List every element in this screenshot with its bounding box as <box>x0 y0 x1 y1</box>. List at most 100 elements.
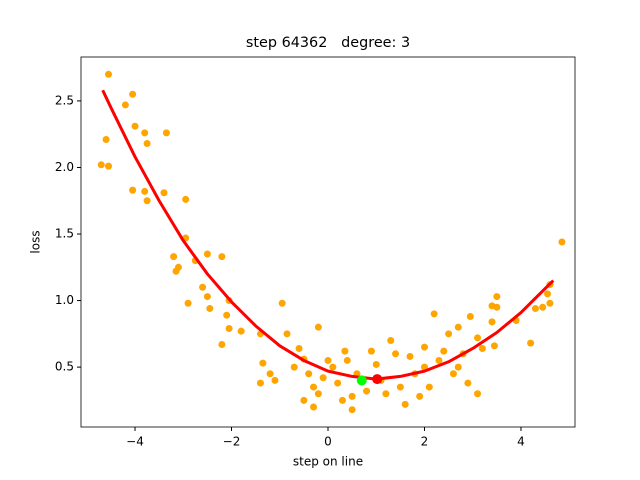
data-point <box>490 342 498 350</box>
data-point <box>493 293 501 301</box>
data-point <box>104 70 112 78</box>
x-axis-label: step on line <box>293 455 363 469</box>
data-point <box>290 363 298 371</box>
data-point <box>162 129 170 137</box>
data-point <box>539 303 547 311</box>
data-point <box>527 339 535 347</box>
y-tick-label: 1.0 <box>55 293 74 307</box>
x-tick-label: 2 <box>421 435 429 449</box>
data-point <box>387 336 395 344</box>
data-point <box>348 392 356 400</box>
data-point <box>160 189 168 197</box>
data-point <box>121 101 129 109</box>
data-point <box>445 330 453 338</box>
data-point <box>466 313 474 321</box>
data-point <box>382 390 390 398</box>
data-point <box>314 390 322 398</box>
data-point <box>129 90 137 98</box>
data-point <box>143 197 151 205</box>
data-point <box>218 253 226 261</box>
data-point <box>464 379 472 387</box>
data-point <box>237 327 245 335</box>
data-point <box>170 253 178 261</box>
data-point <box>488 318 496 326</box>
data-point <box>396 383 404 391</box>
data-point <box>531 305 539 313</box>
chart-title: step 64362 degree: 3 <box>246 35 410 51</box>
data-point <box>454 323 462 331</box>
data-point <box>104 162 112 170</box>
data-point <box>278 299 286 307</box>
data-point <box>141 129 149 137</box>
data-point <box>392 350 400 358</box>
data-point <box>203 250 211 258</box>
data-point <box>449 370 457 378</box>
data-point <box>372 360 380 368</box>
data-point <box>341 347 349 355</box>
data-point <box>425 383 433 391</box>
data-point <box>271 376 279 384</box>
data-point <box>206 305 214 313</box>
data-point <box>174 263 182 271</box>
data-point <box>295 344 303 352</box>
y-tick-label: 0.5 <box>55 360 74 374</box>
data-point <box>218 340 226 348</box>
y-tick-label: 2.5 <box>55 93 74 107</box>
marker-point <box>372 374 383 385</box>
plot-frame <box>80 56 576 428</box>
data-point <box>416 392 424 400</box>
data-point <box>283 330 291 338</box>
data-point <box>348 406 356 414</box>
data-point <box>310 383 318 391</box>
y-tick-label: 2.0 <box>55 160 74 174</box>
data-point <box>310 403 318 411</box>
data-point <box>474 390 482 398</box>
data-point <box>440 347 448 355</box>
data-point <box>182 195 190 203</box>
x-tick-label: −2 <box>223 435 241 449</box>
data-point <box>266 370 274 378</box>
data-point <box>199 283 207 291</box>
data-point <box>97 161 105 169</box>
data-point <box>420 343 428 351</box>
data-point <box>129 186 137 194</box>
data-point <box>143 140 151 148</box>
data-point <box>401 400 409 408</box>
data-point <box>558 238 566 246</box>
data-point <box>102 136 110 144</box>
data-point <box>544 290 552 298</box>
data-point <box>363 387 371 395</box>
data-point <box>454 363 462 371</box>
data-point <box>338 396 346 404</box>
data-point <box>435 356 443 364</box>
data-point <box>314 323 322 331</box>
data-point <box>141 187 149 195</box>
x-tick-label: −4 <box>126 435 144 449</box>
data-point <box>406 352 414 360</box>
data-point <box>324 356 332 364</box>
data-point <box>493 303 501 311</box>
data-point <box>367 347 375 355</box>
data-point <box>319 374 327 382</box>
data-point <box>300 396 308 404</box>
data-point <box>131 122 139 130</box>
x-tick-label: 4 <box>517 435 525 449</box>
data-point <box>329 363 337 371</box>
data-point <box>334 379 342 387</box>
data-point <box>478 344 486 352</box>
data-point <box>256 379 264 387</box>
y-tick-label: 1.5 <box>55 227 74 241</box>
data-point <box>546 299 554 307</box>
data-point <box>343 356 351 364</box>
y-axis-label: loss <box>29 230 43 253</box>
data-point <box>223 311 231 319</box>
x-tick-label: 0 <box>324 435 332 449</box>
data-point <box>225 325 233 333</box>
data-point <box>203 293 211 301</box>
data-point <box>305 370 313 378</box>
data-point <box>474 334 482 342</box>
fit-curve <box>101 89 555 381</box>
data-point <box>430 310 438 318</box>
data-point <box>259 359 267 367</box>
